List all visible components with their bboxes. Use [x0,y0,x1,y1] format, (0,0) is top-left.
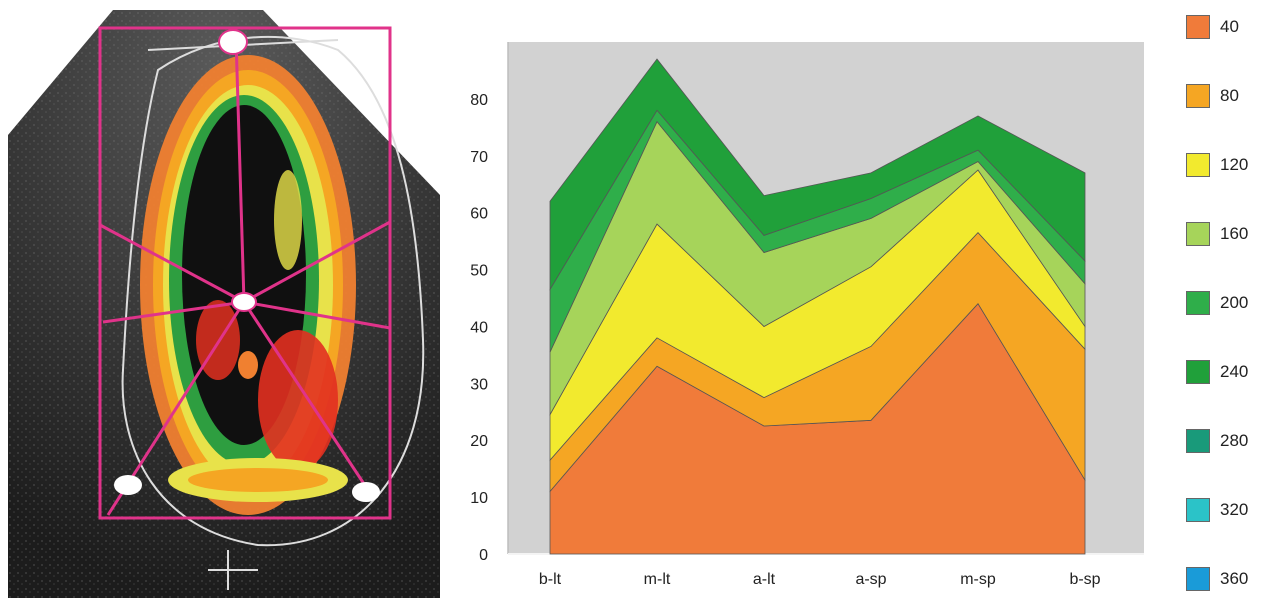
segment-lines [99,37,391,516]
y-tick-label: 50 [470,263,488,280]
legend-swatch [1186,498,1210,522]
right-base-marker [352,482,380,502]
legend-label: 320 [1220,500,1249,519]
x-tick-label: b-lt [539,571,562,588]
legend-label: 240 [1220,362,1249,381]
x-tick-label: a-sp [855,571,886,588]
y-tick-label: 70 [470,149,488,166]
area-series-240 [549,58,1086,291]
y-tick-label: 40 [470,319,488,336]
echo-image [8,10,440,598]
y-tick-label: 30 [470,376,488,393]
legend-label: 360 [1220,569,1249,588]
legend-swatch [1186,84,1210,108]
legend-swatch [1186,222,1210,246]
legend-swatch [1186,567,1210,591]
apex-marker [218,29,248,55]
y-tick-label: 60 [470,206,488,223]
stacked-area-chart: 0 10 20 30 40 50 60 70 80 b-lt m-lt a-lt a-sp m-sp b-… [470,42,1144,588]
legend-label: 200 [1220,293,1249,312]
x-tick-label: m-lt [644,571,671,588]
y-tick-label: 0 [479,547,488,564]
center-marker [231,292,257,312]
legend-label: 80 [1220,86,1239,105]
left-base-marker [114,475,142,495]
legend-item: 240 [1186,359,1248,385]
legend-label: 40 [1220,17,1239,36]
legend-item: 360 [1186,566,1248,592]
legend-label: 280 [1220,431,1249,450]
x-tick-label: a-lt [753,571,776,588]
legend-label: 160 [1220,224,1249,243]
legend-swatch [1186,153,1210,177]
legend-label: 120 [1220,155,1249,174]
legend-item: 120 [1186,152,1248,178]
echo-image-panel [8,10,440,598]
x-tick-label: b-sp [1069,571,1100,588]
legend-item: 160 [1186,221,1248,247]
legend-item: 280 [1186,428,1248,454]
chart-panel: 0 10 20 30 40 50 60 70 80 b-lt m-lt a-lt a-sp m-sp b-… [440,0,1180,600]
legend-item: 320 [1186,497,1248,523]
legend: 40 80 120 160 200 240 280 320 360 [1186,14,1268,600]
y-tick-label: 10 [470,490,488,507]
roi-box [98,26,392,520]
legend-swatch [1186,291,1210,315]
legend-swatch [1186,360,1210,384]
legend-item: 200 [1186,290,1248,316]
legend-swatch [1186,429,1210,453]
legend-item: 80 [1186,83,1239,109]
y-tick-label: 80 [470,92,488,109]
legend-item: 40 [1186,14,1239,40]
legend-swatch [1186,15,1210,39]
y-tick-label: 20 [470,433,488,450]
x-tick-label: m-sp [960,571,996,588]
